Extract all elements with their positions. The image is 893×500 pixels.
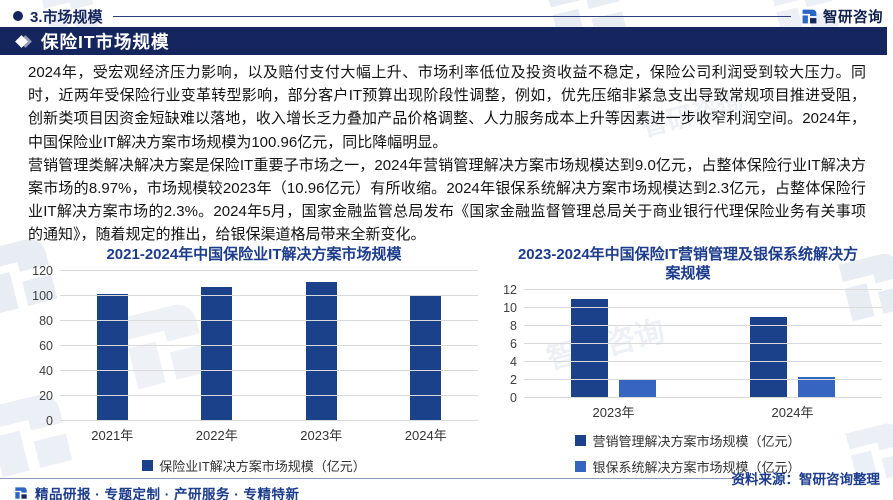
y-tick-label: 100 [32,289,53,303]
x-category-label: 2022年 [195,428,238,443]
legend-swatch [142,460,154,471]
charts-row: 2021-2024年中国保险业IT解决方案市场规模 0 20 40 60 80 100 12… [0,242,893,476]
gridline [524,361,882,363]
brand-logo-icon [14,486,28,500]
chart-legend: 营销管理解决方案市场规模（亿元） 银保系统解决方案市场规模（亿元） [575,431,801,476]
legend-item: 营销管理解决方案市场规模（亿元） [575,431,801,450]
gridline [60,320,478,321]
y-axis: 0 2 4 6 8 10 12 [494,283,524,405]
y-tick-label: 80 [39,314,53,328]
y-tick-label: 60 [39,339,53,353]
x-category-label: 2024年 [404,428,447,443]
gridline [524,397,882,398]
y-tick-label: 0 [510,391,517,405]
legend-item: 银保系统解决方案市场规模（亿元） [575,457,801,476]
bar [201,286,233,421]
gridline [60,395,478,396]
header-rule [112,15,791,17]
y-tick-label: 4 [510,355,517,370]
y-tick-label: 12 [503,283,517,297]
chart-title: 2023-2024年中国保险IT营销管理及银保系统解决方案规模 [517,246,859,282]
bar [619,379,656,398]
source-note: 资料来源：智研咨询整理 [731,472,881,487]
x-category-label: 2024年 [771,405,814,420]
bullet-icon [13,11,23,21]
bar-group [750,290,835,398]
y-axis: 0 20 40 60 80 100 120 [30,264,60,428]
x-category-label: 2023年 [300,428,343,443]
y-tick-label: 2 [510,373,517,388]
y-tick-label: 120 [32,264,53,278]
page-footer: 精品研报 · 专题定制 · 产研服务 · 专精特新 [14,483,300,500]
gridline [60,420,478,421]
paragraph-1: 2024年，受宏观经济压力影响，以及赔付支付大幅上升、市场利率低位及投资收益不稳… [28,64,866,151]
legend-swatch [575,435,587,446]
paragraph-2: 营销管理类解决解决方案是保险IT重要子市场之一，2024年营销管理解决方案市场规… [28,156,866,244]
gridline [60,370,478,371]
chart-legend: 保险业IT解决方案市场规模（亿元） [30,456,478,475]
bar [798,377,835,398]
gridline [524,325,882,327]
x-category-label: 2021年 [91,428,134,443]
bar [305,282,337,421]
chart-insurance-it-market: 2021-2024年中国保险业IT解决方案市场规模 0 20 40 60 80 100 12… [30,242,478,476]
bar [410,294,442,421]
gridline [60,295,478,296]
footer-tagline: 精品研报 · 专题定制 · 产研服务 · 专精特新 [35,487,300,500]
page-header: 3.市场规模 智研咨询 [13,5,883,27]
gridline [524,379,882,381]
x-axis-labels: 2023年 2024年 [524,402,882,421]
legend-swatch [575,461,587,472]
x-axis-labels: 2021年 2022年 2023年 2024年 [60,425,478,444]
legend-label: 营销管理解决方案市场规模（亿元） [592,434,801,449]
bar [750,317,787,398]
bar-group [305,271,337,421]
legend-label: 银保系统解决方案市场规模（亿元） [592,460,801,475]
bar-group [571,290,656,398]
bar-group [201,271,233,421]
bar-group [410,271,442,421]
legend-label: 保险业IT解决方案市场规模（亿元） [159,459,366,474]
y-tick-label: 0 [46,414,53,428]
section-title-bar: 保险IT市场规模 [0,27,887,55]
section-title: 保险IT市场规模 [41,31,170,52]
source-divider [0,478,747,479]
gridline [60,270,478,271]
gridline [524,307,882,308]
body-text: 2024年，受宏观经济压力影响，以及赔付支付大幅上升、市场利率低位及投资收益不稳… [28,61,866,247]
y-tick-label: 40 [39,364,53,378]
plot-area [60,270,478,421]
chart-marketing-bancassurance: 2023-2024年中国保险IT营销管理及银保系统解决方案规模 0 2 4 6 8 10 1… [494,242,882,476]
y-tick-label: 8 [510,319,517,334]
gridline [60,345,478,346]
section-number-label: 3.市场规模 [30,8,103,26]
gridline [524,289,882,290]
brand-name: 智研咨询 [823,9,883,26]
bar-group [96,271,128,421]
gridline [524,343,882,344]
chart-title: 2021-2024年中国保险业IT解决方案市场规模 [106,246,402,263]
y-tick-label: 20 [39,389,53,403]
plot-area [524,289,882,398]
bar [571,299,608,398]
legend-item: 保险业IT解决方案市场规模（亿元） [142,456,366,475]
y-tick-label: 6 [510,337,517,351]
brand-logo-icon [801,8,818,25]
bar [96,294,128,421]
brand-logo: 智研咨询 [801,6,883,27]
y-tick-label: 10 [503,301,517,315]
x-category-label: 2023年 [592,405,635,420]
